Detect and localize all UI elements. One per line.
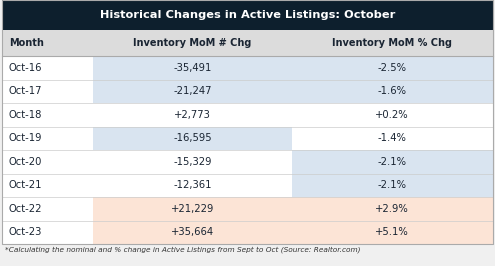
FancyBboxPatch shape bbox=[292, 80, 493, 103]
FancyBboxPatch shape bbox=[292, 150, 493, 174]
Text: +0.2%: +0.2% bbox=[375, 110, 409, 120]
Text: Oct-16: Oct-16 bbox=[9, 63, 43, 73]
Text: *Calculating the nominal and % change in Active Listings from Sept to Oct (Sourc: *Calculating the nominal and % change in… bbox=[5, 247, 360, 253]
Text: -12,361: -12,361 bbox=[173, 180, 212, 190]
Text: +35,664: +35,664 bbox=[171, 227, 214, 238]
FancyBboxPatch shape bbox=[93, 150, 292, 174]
Text: -2.5%: -2.5% bbox=[378, 63, 406, 73]
Text: -1.6%: -1.6% bbox=[378, 86, 406, 96]
FancyBboxPatch shape bbox=[2, 103, 93, 127]
Text: Oct-20: Oct-20 bbox=[9, 157, 42, 167]
FancyBboxPatch shape bbox=[292, 221, 493, 244]
FancyBboxPatch shape bbox=[2, 30, 493, 56]
Text: Inventory MoM % Chg: Inventory MoM % Chg bbox=[332, 38, 452, 48]
FancyBboxPatch shape bbox=[93, 103, 292, 127]
Text: +2,773: +2,773 bbox=[174, 110, 211, 120]
FancyBboxPatch shape bbox=[2, 221, 93, 244]
FancyBboxPatch shape bbox=[93, 80, 292, 103]
Text: Month: Month bbox=[9, 38, 44, 48]
FancyBboxPatch shape bbox=[2, 80, 93, 103]
FancyBboxPatch shape bbox=[292, 127, 493, 150]
Text: -2.1%: -2.1% bbox=[378, 180, 406, 190]
Text: +21,229: +21,229 bbox=[171, 204, 214, 214]
Text: -2.1%: -2.1% bbox=[378, 157, 406, 167]
Text: Oct-17: Oct-17 bbox=[9, 86, 43, 96]
FancyBboxPatch shape bbox=[93, 56, 292, 80]
FancyBboxPatch shape bbox=[2, 197, 93, 221]
Text: +5.1%: +5.1% bbox=[375, 227, 409, 238]
FancyBboxPatch shape bbox=[2, 56, 93, 80]
FancyBboxPatch shape bbox=[292, 103, 493, 127]
FancyBboxPatch shape bbox=[2, 174, 93, 197]
Text: -35,491: -35,491 bbox=[173, 63, 211, 73]
Text: Historical Changes in Active Listings: October: Historical Changes in Active Listings: O… bbox=[100, 10, 395, 20]
Text: -16,595: -16,595 bbox=[173, 134, 212, 143]
Text: -15,329: -15,329 bbox=[173, 157, 212, 167]
FancyBboxPatch shape bbox=[292, 174, 493, 197]
Text: +2.9%: +2.9% bbox=[375, 204, 409, 214]
Text: Oct-23: Oct-23 bbox=[9, 227, 42, 238]
FancyBboxPatch shape bbox=[292, 56, 493, 80]
Text: -21,247: -21,247 bbox=[173, 86, 212, 96]
Text: Oct-21: Oct-21 bbox=[9, 180, 43, 190]
Text: Inventory MoM # Chg: Inventory MoM # Chg bbox=[133, 38, 251, 48]
Text: Oct-19: Oct-19 bbox=[9, 134, 43, 143]
FancyBboxPatch shape bbox=[93, 221, 292, 244]
FancyBboxPatch shape bbox=[93, 127, 292, 150]
FancyBboxPatch shape bbox=[2, 127, 93, 150]
Text: Oct-18: Oct-18 bbox=[9, 110, 42, 120]
Text: Oct-22: Oct-22 bbox=[9, 204, 43, 214]
FancyBboxPatch shape bbox=[292, 197, 493, 221]
FancyBboxPatch shape bbox=[2, 150, 93, 174]
FancyBboxPatch shape bbox=[2, 0, 493, 30]
Text: -1.4%: -1.4% bbox=[378, 134, 406, 143]
FancyBboxPatch shape bbox=[93, 197, 292, 221]
FancyBboxPatch shape bbox=[93, 174, 292, 197]
